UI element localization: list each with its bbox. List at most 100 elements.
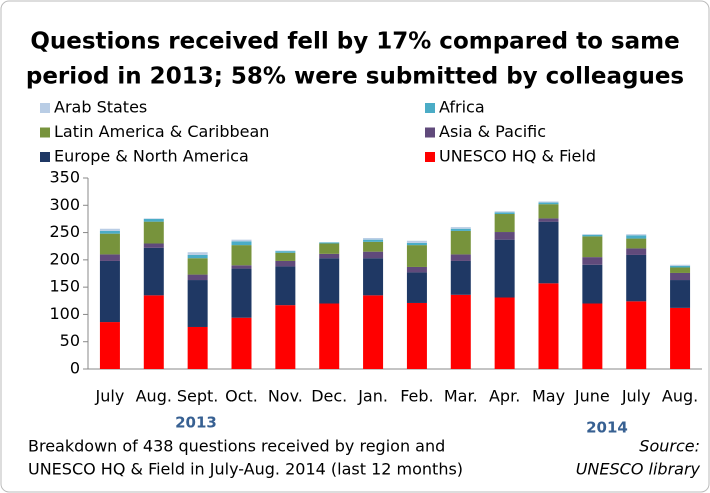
- x-tick-label: Oct.: [225, 387, 258, 406]
- bar-segment: [626, 235, 647, 239]
- bar-segment: [143, 247, 164, 296]
- bar-segment: [143, 295, 164, 369]
- bar-segment: [363, 239, 384, 242]
- bar-segment: [363, 258, 384, 296]
- legend-label: Latin America & Caribbean: [54, 122, 269, 141]
- bar-segment: [582, 236, 603, 258]
- bar-segment: [275, 266, 296, 306]
- bar-segment: [99, 233, 120, 255]
- bar-segment: [538, 218, 559, 222]
- bar-segment: [582, 257, 603, 265]
- bar-segment: [275, 250, 296, 252]
- y-tick-label: 350: [49, 168, 80, 187]
- bar-segment: [450, 260, 471, 295]
- bar-segment: [319, 242, 340, 244]
- footnote: UNESCO HQ & Field in July-Aug. 2014 (las…: [28, 460, 463, 479]
- x-tick-label: Dec.: [311, 387, 347, 406]
- bar-segment: [143, 243, 164, 248]
- x-tick-label: July: [621, 387, 651, 406]
- x-tick-label: June: [574, 387, 610, 406]
- bar-segment: [231, 241, 252, 246]
- x-tick-label: July: [95, 387, 125, 406]
- source: UNESCO library: [576, 460, 701, 479]
- bar-segment: [231, 268, 252, 318]
- x-tick-label: Aug.: [662, 387, 698, 406]
- x-tick-label: Apr.: [489, 387, 520, 406]
- bar-segment: [99, 260, 120, 323]
- bar-segment: [450, 227, 471, 229]
- bar-segment: [231, 245, 252, 266]
- bar-segment: [450, 254, 471, 261]
- bar-segment: [363, 251, 384, 259]
- y-tick-label: 0: [70, 359, 80, 378]
- bar-segment: [670, 307, 691, 369]
- bar-segment: [538, 221, 559, 284]
- chart-title: period in 2013; 58% were submitted by co…: [26, 64, 684, 90]
- bar-segment: [626, 301, 647, 369]
- bar-segment: [187, 326, 208, 369]
- bar-segment: [363, 241, 384, 252]
- chart-title: Questions received fell by 17% compared …: [30, 29, 679, 55]
- bar-segment: [670, 280, 691, 308]
- y-tick-label: 300: [49, 195, 80, 214]
- bar-segment: [626, 254, 647, 302]
- bar-segment: [626, 234, 647, 236]
- bar-segment: [494, 211, 515, 213]
- x-tick-label: Feb.: [400, 387, 433, 406]
- legend-label: Asia & Pacific: [439, 122, 546, 141]
- bar-segment: [626, 238, 647, 249]
- bar-segment: [494, 232, 515, 240]
- x-tick-label: Aug.: [136, 387, 172, 406]
- y-tick-label: 100: [49, 304, 80, 323]
- bar-segment: [582, 303, 603, 369]
- bar-segment: [538, 283, 559, 369]
- bar-segment: [406, 302, 427, 369]
- y-tick-label: 250: [49, 222, 80, 241]
- x-tick-label: May: [532, 387, 565, 406]
- x-tick-label: Jan.: [357, 387, 388, 406]
- bar-segment: [319, 253, 340, 259]
- legend-label: Arab States: [54, 98, 147, 117]
- y-tick-label: 150: [49, 277, 80, 296]
- bar-segment: [231, 317, 252, 369]
- bar-segment: [582, 234, 603, 235]
- legend-swatch: [40, 103, 50, 113]
- bar-segment: [406, 242, 427, 246]
- bar-segment: [582, 264, 603, 304]
- bar-segment: [143, 218, 164, 222]
- bar-segment: [406, 245, 427, 267]
- bar-segment: [494, 239, 515, 298]
- x-tick-label: Sept.: [177, 387, 219, 406]
- bar-segment: [99, 254, 120, 261]
- bar-segment: [450, 294, 471, 369]
- bar-segment: [494, 214, 515, 233]
- bar-segment: [143, 218, 164, 219]
- bar-segment: [670, 267, 691, 273]
- bar-segment: [275, 260, 296, 267]
- bar-segment: [187, 280, 208, 327]
- footnote: Breakdown of 438 questions received by r…: [28, 437, 445, 456]
- bar-segment: [670, 265, 691, 268]
- legend-label: Africa: [439, 98, 485, 117]
- bar-segment: [319, 243, 340, 254]
- bar-segment: [626, 248, 647, 255]
- bar-segment: [99, 230, 120, 234]
- legend-swatch: [425, 127, 435, 138]
- bar-segment: [319, 303, 340, 369]
- bar-segment: [231, 239, 252, 242]
- year-label: 2013: [175, 414, 217, 432]
- bar-segment: [670, 264, 691, 266]
- bar-segment: [538, 201, 559, 203]
- bar-segment: [538, 202, 559, 205]
- bar-segment: [187, 252, 208, 255]
- source: Source:: [639, 437, 700, 456]
- bar-segment: [187, 274, 208, 281]
- bar-segment: [538, 204, 559, 219]
- bar-segment: [319, 258, 340, 304]
- bar-segment: [670, 272, 691, 281]
- x-tick-label: Nov.: [268, 387, 303, 406]
- legend-swatch: [425, 152, 435, 162]
- legend-swatch: [425, 103, 435, 113]
- bar-segment: [363, 295, 384, 369]
- bar-segment: [275, 251, 296, 253]
